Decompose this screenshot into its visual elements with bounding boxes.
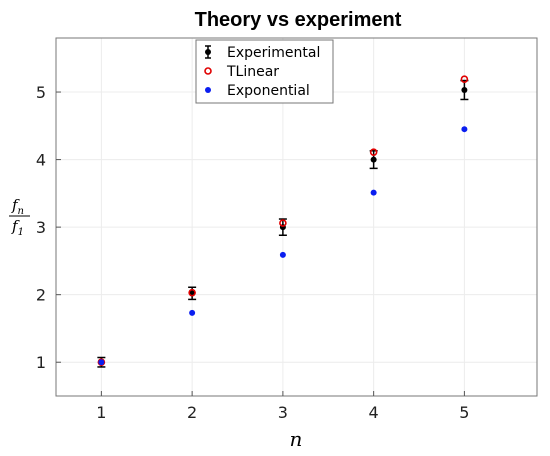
x-tick-label: 4: [369, 403, 379, 422]
legend-item-experimental: Experimental: [205, 45, 320, 61]
x-tick-label: 3: [278, 403, 288, 422]
y-tick-label: 4: [36, 151, 46, 170]
data-point: [188, 288, 196, 297]
legend-label: Exponential: [227, 83, 310, 99]
data-marks: [97, 75, 469, 368]
data-point: [460, 75, 469, 84]
legend: Experimental TLinear Exponential: [195, 39, 334, 104]
data-point: [461, 126, 468, 133]
plot-frame: [55, 37, 538, 397]
data-point: [98, 359, 105, 366]
data-point: [461, 87, 468, 94]
x-axis-label: n: [290, 427, 303, 451]
x-tick-label: 1: [96, 403, 106, 422]
data-point: [370, 156, 377, 163]
legend-item-tlinear: TLinear: [204, 64, 279, 80]
x-tick-label: 5: [459, 403, 469, 422]
y-tick-label: 5: [36, 83, 46, 102]
x-ticks: 1 2 3 4 5: [96, 391, 469, 422]
x-tick-label: 2: [187, 403, 197, 422]
chart-title: Theory vs experiment: [195, 9, 402, 31]
data-point: [369, 148, 378, 156]
legend-label: Experimental: [227, 45, 320, 61]
legend-item-exponential: Exponential: [205, 83, 310, 99]
legend-marker: [205, 87, 211, 93]
y-axis-label: fn f1: [9, 196, 30, 238]
data-point: [189, 309, 196, 316]
data-point: [370, 189, 377, 196]
y-label-numerator: fn: [11, 196, 24, 217]
y-tick-label: 1: [36, 353, 46, 372]
y-label-denominator: f1: [11, 217, 24, 238]
data-point: [279, 219, 287, 227]
legend-marker: [205, 49, 211, 55]
legend-marker: [204, 67, 212, 75]
legend-box: [195, 39, 334, 104]
y-tick-label: 3: [36, 218, 46, 237]
data-point: [279, 251, 286, 258]
series-exponential: [98, 126, 468, 366]
y-ticks: 1 2 3 4 5: [36, 83, 61, 372]
y-tick-label: 2: [36, 286, 46, 305]
legend-label: TLinear: [226, 64, 279, 80]
